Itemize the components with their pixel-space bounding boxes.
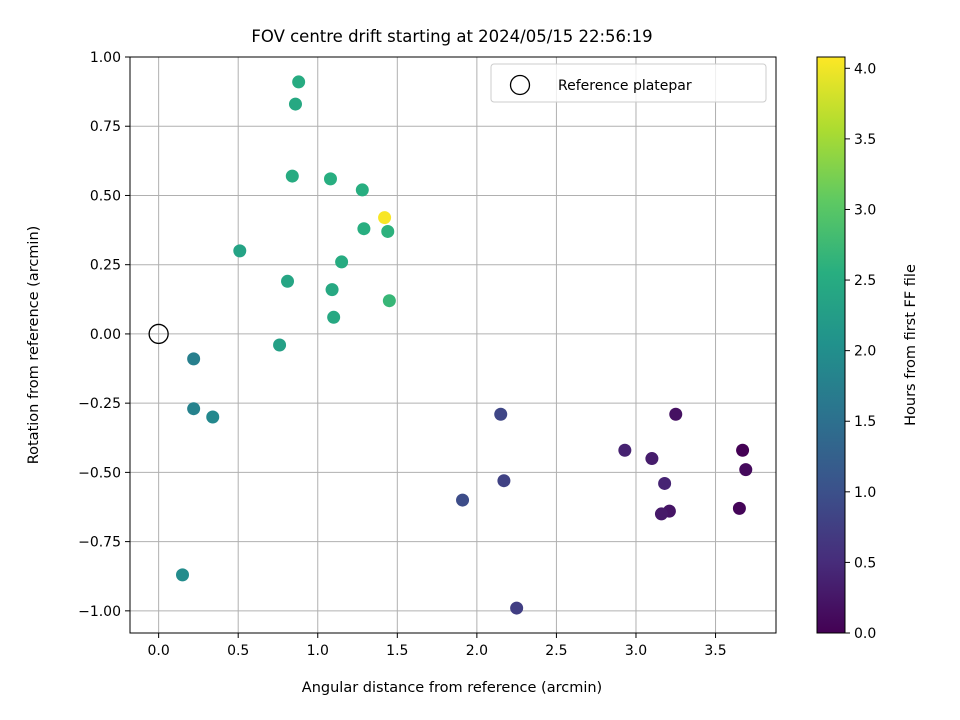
data-point xyxy=(739,463,753,477)
data-point xyxy=(206,410,220,424)
data-point xyxy=(654,507,668,521)
data-point xyxy=(187,352,201,366)
data-point xyxy=(357,222,371,236)
colorbar-tick-label: 3.0 xyxy=(854,202,876,218)
x-tick-label: 1.5 xyxy=(386,643,408,659)
data-point xyxy=(510,601,524,615)
colorbar-gradient xyxy=(816,56,846,634)
y-tick-label: 0.25 xyxy=(90,258,121,274)
colorbar-tick-label: 2.5 xyxy=(854,273,876,289)
legend-label: Reference platepar xyxy=(558,78,692,94)
chart-title: FOV centre drift starting at 2024/05/15 … xyxy=(251,27,652,46)
data-point xyxy=(497,474,511,488)
legend: Reference platepar xyxy=(490,63,767,103)
x-tick-label: 0.0 xyxy=(148,643,170,659)
colorbar-tick-label: 3.5 xyxy=(854,132,876,148)
x-tick-label: 2.0 xyxy=(466,643,488,659)
y-tick-label: −0.75 xyxy=(78,535,121,551)
legend-marker-icon xyxy=(509,74,531,96)
data-point xyxy=(325,283,339,297)
data-point xyxy=(732,501,746,515)
y-tick-label: 1.00 xyxy=(90,50,121,66)
plot-frame xyxy=(129,56,777,634)
data-point xyxy=(456,493,470,507)
x-tick-label: 0.5 xyxy=(227,643,249,659)
data-point xyxy=(273,338,287,352)
y-tick-label: 0.00 xyxy=(90,327,121,343)
x-axis-label: Angular distance from reference (arcmin) xyxy=(302,680,602,696)
colorbar-tick-label: 1.0 xyxy=(854,485,876,501)
data-point xyxy=(669,407,683,421)
data-point xyxy=(658,476,672,490)
data-point xyxy=(736,443,750,457)
reference-point-marker xyxy=(148,323,169,345)
y-tick-label: −1.00 xyxy=(78,604,121,620)
data-point xyxy=(355,183,369,197)
data-point xyxy=(288,97,302,111)
data-point xyxy=(645,452,659,466)
grid-lines xyxy=(130,56,776,633)
colorbar-tick-label: 2.0 xyxy=(854,344,876,360)
data-point xyxy=(323,172,337,186)
y-tick-label: 0.75 xyxy=(90,119,121,135)
colorbar-tick-label: 0.0 xyxy=(854,626,876,642)
data-point xyxy=(327,310,341,324)
axes: 0.0 0.5 1.0 1.5 2.0 2.5 3.0 3.5 1.00 0.75 0.50 0.25… xyxy=(78,50,777,659)
y-tick-label: −0.25 xyxy=(78,396,121,412)
data-point xyxy=(378,211,392,225)
y-tick-label: −0.50 xyxy=(78,465,121,481)
y-axis-label: Rotation from reference (arcmin) xyxy=(26,226,42,465)
colorbar-tick-label: 4.0 xyxy=(854,61,876,77)
data-point xyxy=(176,568,190,582)
x-tick-label: 2.5 xyxy=(545,643,567,659)
data-points xyxy=(148,75,753,615)
x-tick-label: 3.5 xyxy=(704,643,726,659)
data-point xyxy=(187,402,201,416)
data-point xyxy=(494,407,508,421)
colorbar-tick-label: 1.5 xyxy=(854,414,876,430)
data-point xyxy=(618,443,632,457)
legend-box xyxy=(490,63,767,103)
colorbar-tick-label: 0.5 xyxy=(854,555,876,571)
data-point xyxy=(292,75,306,89)
x-tick-label: 3.0 xyxy=(625,643,647,659)
colorbar-label: Hours from first FF file xyxy=(903,264,919,426)
data-point xyxy=(285,169,299,183)
colorbar: 0.0 0.5 1.0 1.5 2.0 2.5 3.0 3.5 4.0 Hours from f… xyxy=(816,56,919,642)
data-point xyxy=(382,294,396,308)
data-point xyxy=(281,274,295,288)
colorbar-ticks: 0.0 0.5 1.0 1.5 2.0 2.5 3.0 3.5 4.0 xyxy=(845,61,876,642)
data-point xyxy=(335,255,349,269)
x-tick-label: 1.0 xyxy=(307,643,329,659)
data-point xyxy=(381,224,395,238)
y-tick-label: 0.50 xyxy=(90,188,121,204)
data-point xyxy=(233,244,247,258)
